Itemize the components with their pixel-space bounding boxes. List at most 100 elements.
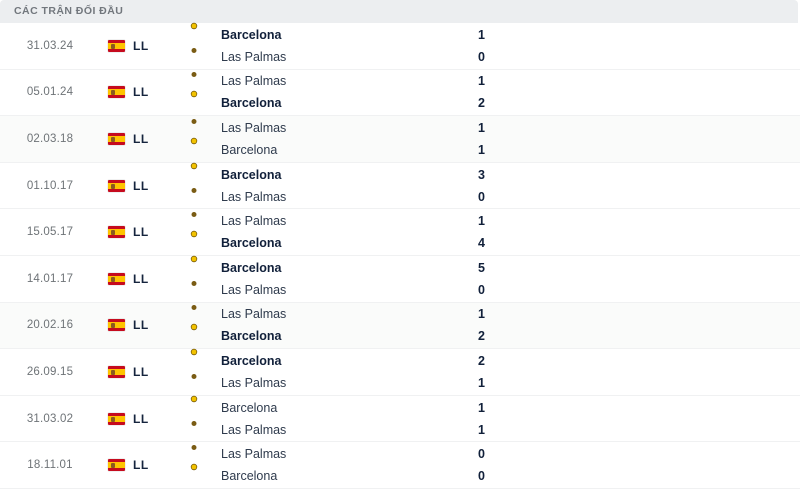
competition-cell: LL: [100, 396, 192, 442]
home-team-line[interactable]: Las Palmas: [191, 212, 430, 230]
teams-cell: Barcelona Las Palmas: [191, 163, 430, 209]
away-team-line[interactable]: Las Palmas: [191, 420, 430, 439]
home-score: 0: [478, 447, 485, 462]
row-spacer: [670, 256, 800, 302]
home-team-line[interactable]: Barcelona: [191, 23, 430, 44]
match-date-cell: 05.01.24: [0, 70, 100, 116]
competition-code: LL: [133, 85, 149, 100]
away-score: 0: [478, 49, 485, 64]
away-team-line[interactable]: Barcelona: [191, 138, 430, 159]
competition-cell: LL: [100, 70, 192, 116]
away-team-line[interactable]: Las Palmas: [191, 373, 430, 392]
home-score: 2: [478, 353, 485, 368]
away-team-name: Barcelona: [221, 329, 282, 344]
home-team-line[interactable]: Las Palmas: [191, 118, 430, 137]
match-date: 01.10.17: [26, 179, 74, 192]
home-team-line[interactable]: Barcelona: [191, 163, 430, 184]
away-score-line: 1: [430, 421, 670, 439]
match-date-cell: 31.03.02: [0, 396, 100, 442]
match-row[interactable]: 02.03.18 LL Las Palmas Barcelona 1 1: [0, 116, 800, 163]
home-team-name: Barcelona: [221, 27, 282, 42]
row-spacer: [670, 303, 800, 349]
spain-flag-icon: [108, 459, 125, 472]
match-row[interactable]: 05.01.24 LL Las Palmas Barcelona 1 2: [0, 69, 800, 117]
away-score-line: 0: [430, 281, 670, 299]
home-score: 5: [478, 260, 485, 275]
barcelona-crest-icon: [191, 231, 212, 252]
home-score-line: 2: [430, 352, 670, 370]
home-score-line: 1: [430, 399, 670, 417]
match-row[interactable]: 20.02.16 LL Las Palmas Barcelona 1 2: [0, 302, 800, 350]
away-score: 1: [478, 422, 485, 437]
las-palmas-crest-icon: [191, 420, 212, 439]
away-score-line: 1: [430, 374, 670, 392]
spain-flag-icon: [108, 226, 125, 239]
away-team-name: Las Palmas: [221, 282, 287, 297]
away-team-line[interactable]: Las Palmas: [191, 47, 430, 66]
row-spacer: [670, 209, 800, 255]
away-team-name: Las Palmas: [221, 49, 287, 64]
competition-code: LL: [133, 178, 149, 193]
home-team-line[interactable]: Barcelona: [191, 256, 430, 277]
home-team-line[interactable]: Las Palmas: [191, 305, 430, 323]
panel-header: CÁC TRẬN ĐỐI ĐẦU: [0, 0, 798, 23]
teams-cell: Barcelona Las Palmas: [191, 349, 430, 395]
barcelona-crest-icon: [191, 349, 212, 370]
competition-cell: LL: [100, 442, 192, 488]
home-score: 1: [478, 27, 485, 42]
away-score: 2: [478, 96, 485, 111]
barcelona-crest-icon: [191, 324, 212, 345]
home-team-name: Las Palmas: [221, 447, 287, 462]
home-team-name: Las Palmas: [221, 307, 287, 322]
away-team-line[interactable]: Las Palmas: [191, 187, 430, 206]
match-row[interactable]: 01.10.17 LL Barcelona Las Palmas 3 0: [0, 162, 800, 210]
home-score: 1: [478, 214, 485, 229]
away-team-line[interactable]: Barcelona: [191, 324, 430, 345]
match-row[interactable]: 31.03.24 LL Barcelona Las Palmas 1 0: [0, 23, 800, 70]
home-score-line: 0: [430, 445, 670, 463]
match-date: 26.09.15: [26, 365, 74, 378]
teams-cell: Barcelona Las Palmas: [191, 396, 430, 442]
home-score: 1: [478, 120, 485, 135]
match-row[interactable]: 15.05.17 LL Las Palmas Barcelona 1 4: [0, 209, 800, 256]
away-score-line: 1: [430, 141, 670, 159]
match-row[interactable]: 31.03.02 LL Barcelona Las Palmas 1 1: [0, 395, 800, 443]
home-team-line[interactable]: Barcelona: [191, 396, 430, 417]
match-row[interactable]: 18.11.01 LL Las Palmas Barcelona 0 0: [0, 442, 800, 489]
home-team-line[interactable]: Las Palmas: [191, 72, 430, 90]
home-team-name: Las Palmas: [221, 214, 287, 229]
teams-cell: Barcelona Las Palmas: [191, 256, 430, 302]
row-spacer: [670, 163, 800, 209]
match-date: 14.01.17: [26, 272, 74, 285]
competition-code: LL: [133, 38, 149, 53]
away-team-line[interactable]: Las Palmas: [191, 280, 430, 299]
row-spacer: [670, 442, 800, 488]
home-score-line: 1: [430, 119, 670, 137]
spain-flag-icon: [108, 39, 125, 52]
competition-cell: LL: [100, 256, 192, 302]
away-score: 4: [478, 236, 485, 251]
away-score-line: 0: [430, 467, 670, 485]
competition-code: LL: [133, 318, 149, 333]
match-row[interactable]: 26.09.15 LL Barcelona Las Palmas 2 1: [0, 349, 800, 396]
home-team-line[interactable]: Las Palmas: [191, 445, 430, 463]
competition-code: LL: [133, 411, 149, 426]
home-score-line: 1: [430, 72, 670, 90]
home-team-line[interactable]: Barcelona: [191, 349, 430, 370]
match-row[interactable]: 14.01.17 LL Barcelona Las Palmas 5 0: [0, 255, 800, 303]
barcelona-crest-icon: [191, 396, 212, 417]
las-palmas-crest-icon: [191, 47, 212, 66]
away-team-line[interactable]: Barcelona: [191, 91, 430, 112]
home-team-name: Las Palmas: [221, 120, 287, 135]
las-palmas-crest-icon: [191, 305, 212, 323]
away-team-line[interactable]: Barcelona: [191, 231, 430, 252]
match-date-cell: 14.01.17: [0, 256, 100, 302]
teams-cell: Las Palmas Barcelona: [191, 442, 430, 488]
away-team-line[interactable]: Barcelona: [191, 464, 430, 485]
away-score-line: 0: [430, 48, 670, 66]
teams-cell: Barcelona Las Palmas: [191, 23, 430, 69]
home-score-line: 1: [430, 212, 670, 230]
